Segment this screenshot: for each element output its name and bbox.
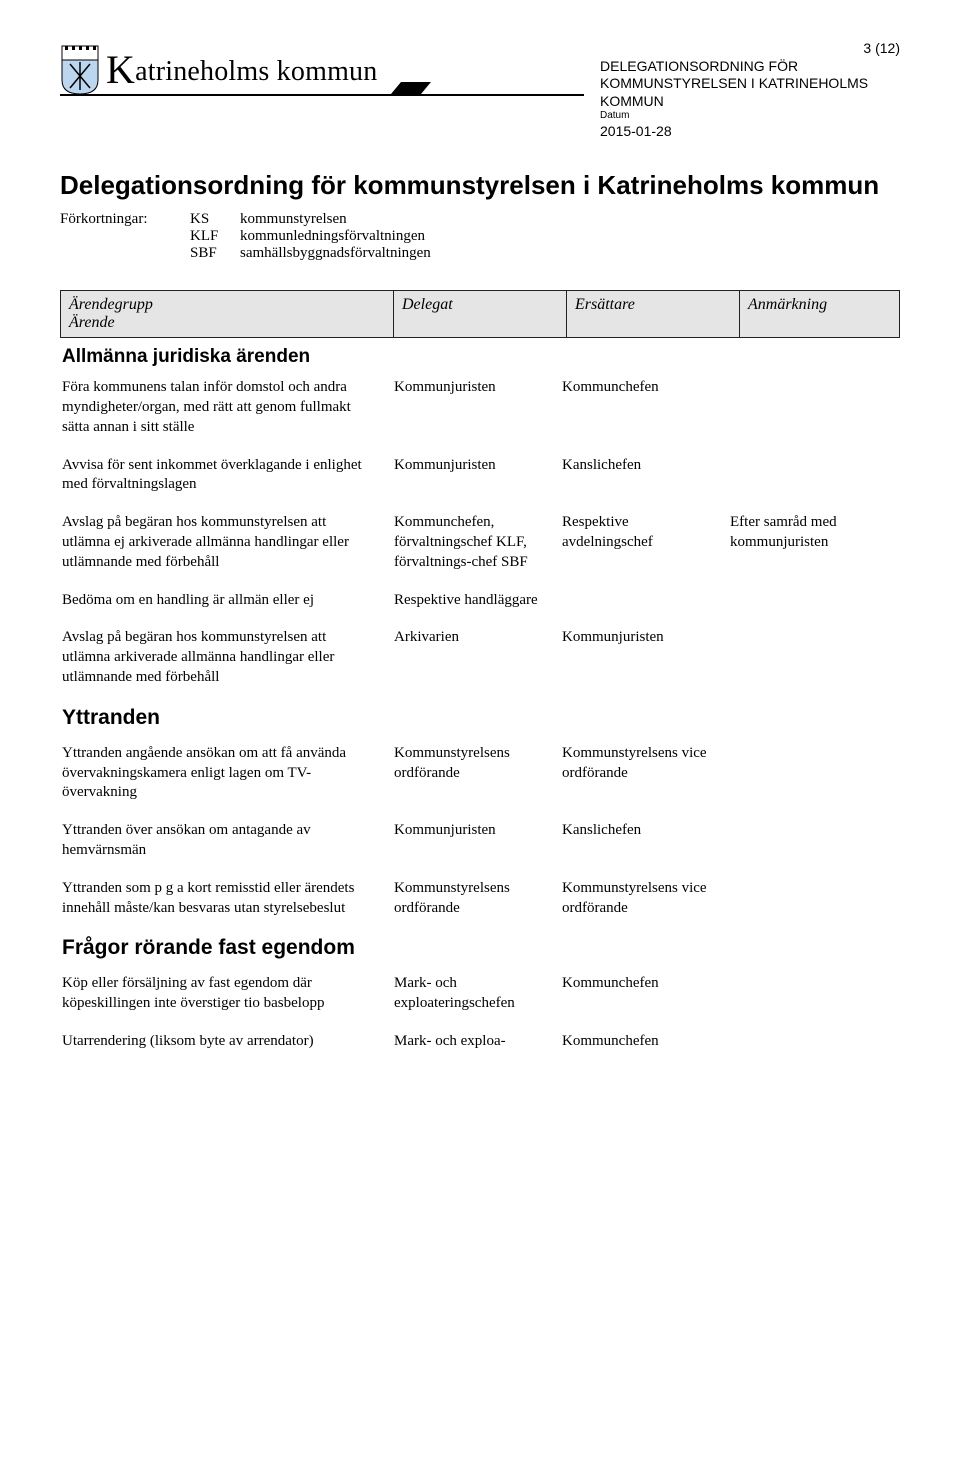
page-header: Katrineholms kommun 3 (12) DELEGATIONSOR… xyxy=(60,40,900,140)
abbrev-def: samhällsbyggnadsförvaltningen xyxy=(240,245,431,262)
section-header-2: Yttranden xyxy=(62,706,900,730)
cell-c4 xyxy=(730,821,900,861)
rows-group-1: Föra kommunens talan inför domstol och a… xyxy=(60,378,900,688)
cell-c3: Kanslichefen xyxy=(562,821,730,861)
cell-c3: Kommunstyrelsens vice ordförande xyxy=(562,744,730,803)
header-title-line1: DELEGATIONSORDNING FÖR xyxy=(600,58,900,76)
cell-c4 xyxy=(730,1032,900,1052)
abbreviations: Förkortningar: KS KLF SBF kommunstyrelse… xyxy=(60,211,900,262)
cell-c1: Föra kommunens talan inför domstol och a… xyxy=(62,378,394,437)
cell-c3: Kommunstyrelsens vice ordförande xyxy=(562,879,730,919)
cell-c4 xyxy=(730,456,900,496)
cell-c1: Avslag på begäran hos kommunstyrelsen at… xyxy=(62,513,394,572)
cell-c3: Respektive avdelningschef xyxy=(562,513,730,572)
rows-group-2: Yttranden angående ansökan om att få anv… xyxy=(60,744,900,919)
abbrev-codes: KS KLF SBF xyxy=(190,211,240,262)
logo-block: Katrineholms kommun xyxy=(60,40,584,96)
cell-c2: Kommunjuristen xyxy=(394,456,562,496)
cell-c4 xyxy=(730,744,900,803)
cell-c1: Bedöma om en handling är allmän eller ej xyxy=(62,591,394,611)
table-row: Yttranden angående ansökan om att få anv… xyxy=(60,744,900,803)
table-row: Avvisa för sent inkommet överklagande i … xyxy=(60,456,900,496)
header-date: 2015-01-28 xyxy=(600,123,900,141)
page-number: 3 (12) xyxy=(600,40,900,58)
table-row: Köp eller försäljning av fast egendom dä… xyxy=(60,974,900,1014)
abbrev-defs: kommunstyrelsen kommunledningsförvaltnin… xyxy=(240,211,431,262)
abbrev-code: SBF xyxy=(190,245,240,262)
cell-c3: Kommunjuristen xyxy=(562,628,730,687)
table-row: Avslag på begäran hos kommunstyrelsen at… xyxy=(60,628,900,687)
section-header-3: Frågor rörande fast egendom xyxy=(62,936,900,960)
abbrev-label: Förkortningar: xyxy=(60,211,190,262)
table-header-row: Ärendegrupp Ärende Delegat Ersättare Anm… xyxy=(60,290,900,338)
abbrev-def: kommunledningsförvaltningen xyxy=(240,228,431,245)
cell-c1: Köp eller försäljning av fast egendom dä… xyxy=(62,974,394,1014)
cell-c3: Kommunchefen xyxy=(562,378,730,437)
abbrev-code: KLF xyxy=(190,228,240,245)
cell-c2: Mark- och exploa- xyxy=(394,1032,562,1052)
header-title-line3: KOMMUN xyxy=(600,93,900,111)
cell-c1: Avslag på begäran hos kommunstyrelsen at… xyxy=(62,628,394,687)
table-row: Yttranden över ansökan om antagande av h… xyxy=(60,821,900,861)
cell-c4 xyxy=(730,591,900,611)
cell-c2: Kommunjuristen xyxy=(394,821,562,861)
cell-c3: Kommunchefen xyxy=(562,974,730,1014)
cell-c1: Yttranden över ansökan om antagande av h… xyxy=(62,821,394,861)
cell-c2: Kommunjuristen xyxy=(394,378,562,437)
table-row: Utarrendering (liksom byte av arrendator… xyxy=(60,1032,900,1052)
cell-c4 xyxy=(730,378,900,437)
cell-c4 xyxy=(730,628,900,687)
table-row: Avslag på begäran hos kommunstyrelsen at… xyxy=(60,513,900,572)
cell-c2: Kommunstyrelsens ordförande xyxy=(394,744,562,803)
cell-c1: Yttranden som p g a kort remisstid eller… xyxy=(62,879,394,919)
abbrev-def: kommunstyrelsen xyxy=(240,211,431,228)
table-row: Föra kommunens talan inför domstol och a… xyxy=(60,378,900,437)
slash-icon xyxy=(391,80,431,96)
logo-text: Katrineholms kommun xyxy=(106,50,377,90)
cell-c2: Kommunstyrelsens ordförande xyxy=(394,879,562,919)
header-right: 3 (12) DELEGATIONSORDNING FÖR KOMMUNSTYR… xyxy=(584,40,900,140)
cell-c3: Kommunchefen xyxy=(562,1032,730,1052)
cell-c2: Kommunchefen, förvaltningschef KLF, förv… xyxy=(394,513,562,572)
th-anmarkning: Anmärkning xyxy=(740,291,899,337)
table-row: Yttranden som p g a kort remisstid eller… xyxy=(60,879,900,919)
cell-c4: Efter samråd med kommunjuristen xyxy=(730,513,900,572)
cell-c1: Utarrendering (liksom byte av arrendator… xyxy=(62,1032,394,1052)
th-arendegrupp: Ärendegrupp Ärende xyxy=(61,291,394,337)
cell-c3 xyxy=(562,591,730,611)
abbrev-code: KS xyxy=(190,211,240,228)
cell-c2: Mark- och exploateringschefen xyxy=(394,974,562,1014)
th-delegat: Delegat xyxy=(394,291,567,337)
header-title-line2: KOMMUNSTYRELSEN I KATRINEHOLMS xyxy=(600,75,900,93)
section-header-1: Allmänna juridiska ärenden xyxy=(60,338,900,378)
cell-c1: Yttranden angående ansökan om att få anv… xyxy=(62,744,394,803)
th-ersattare: Ersättare xyxy=(567,291,740,337)
cell-c2: Arkivarien xyxy=(394,628,562,687)
crest-icon xyxy=(60,44,100,96)
cell-c4 xyxy=(730,879,900,919)
rows-group-3: Köp eller försäljning av fast egendom dä… xyxy=(60,974,900,1051)
datum-label: Datum xyxy=(600,110,900,123)
main-title: Delegationsordning för kommunstyrelsen i… xyxy=(60,170,900,201)
cell-c1: Avvisa för sent inkommet överklagande i … xyxy=(62,456,394,496)
cell-c2: Respektive handläggare xyxy=(394,591,562,611)
table-row: Bedöma om en handling är allmän eller ej… xyxy=(60,591,900,611)
cell-c4 xyxy=(730,974,900,1014)
cell-c3: Kanslichefen xyxy=(562,456,730,496)
